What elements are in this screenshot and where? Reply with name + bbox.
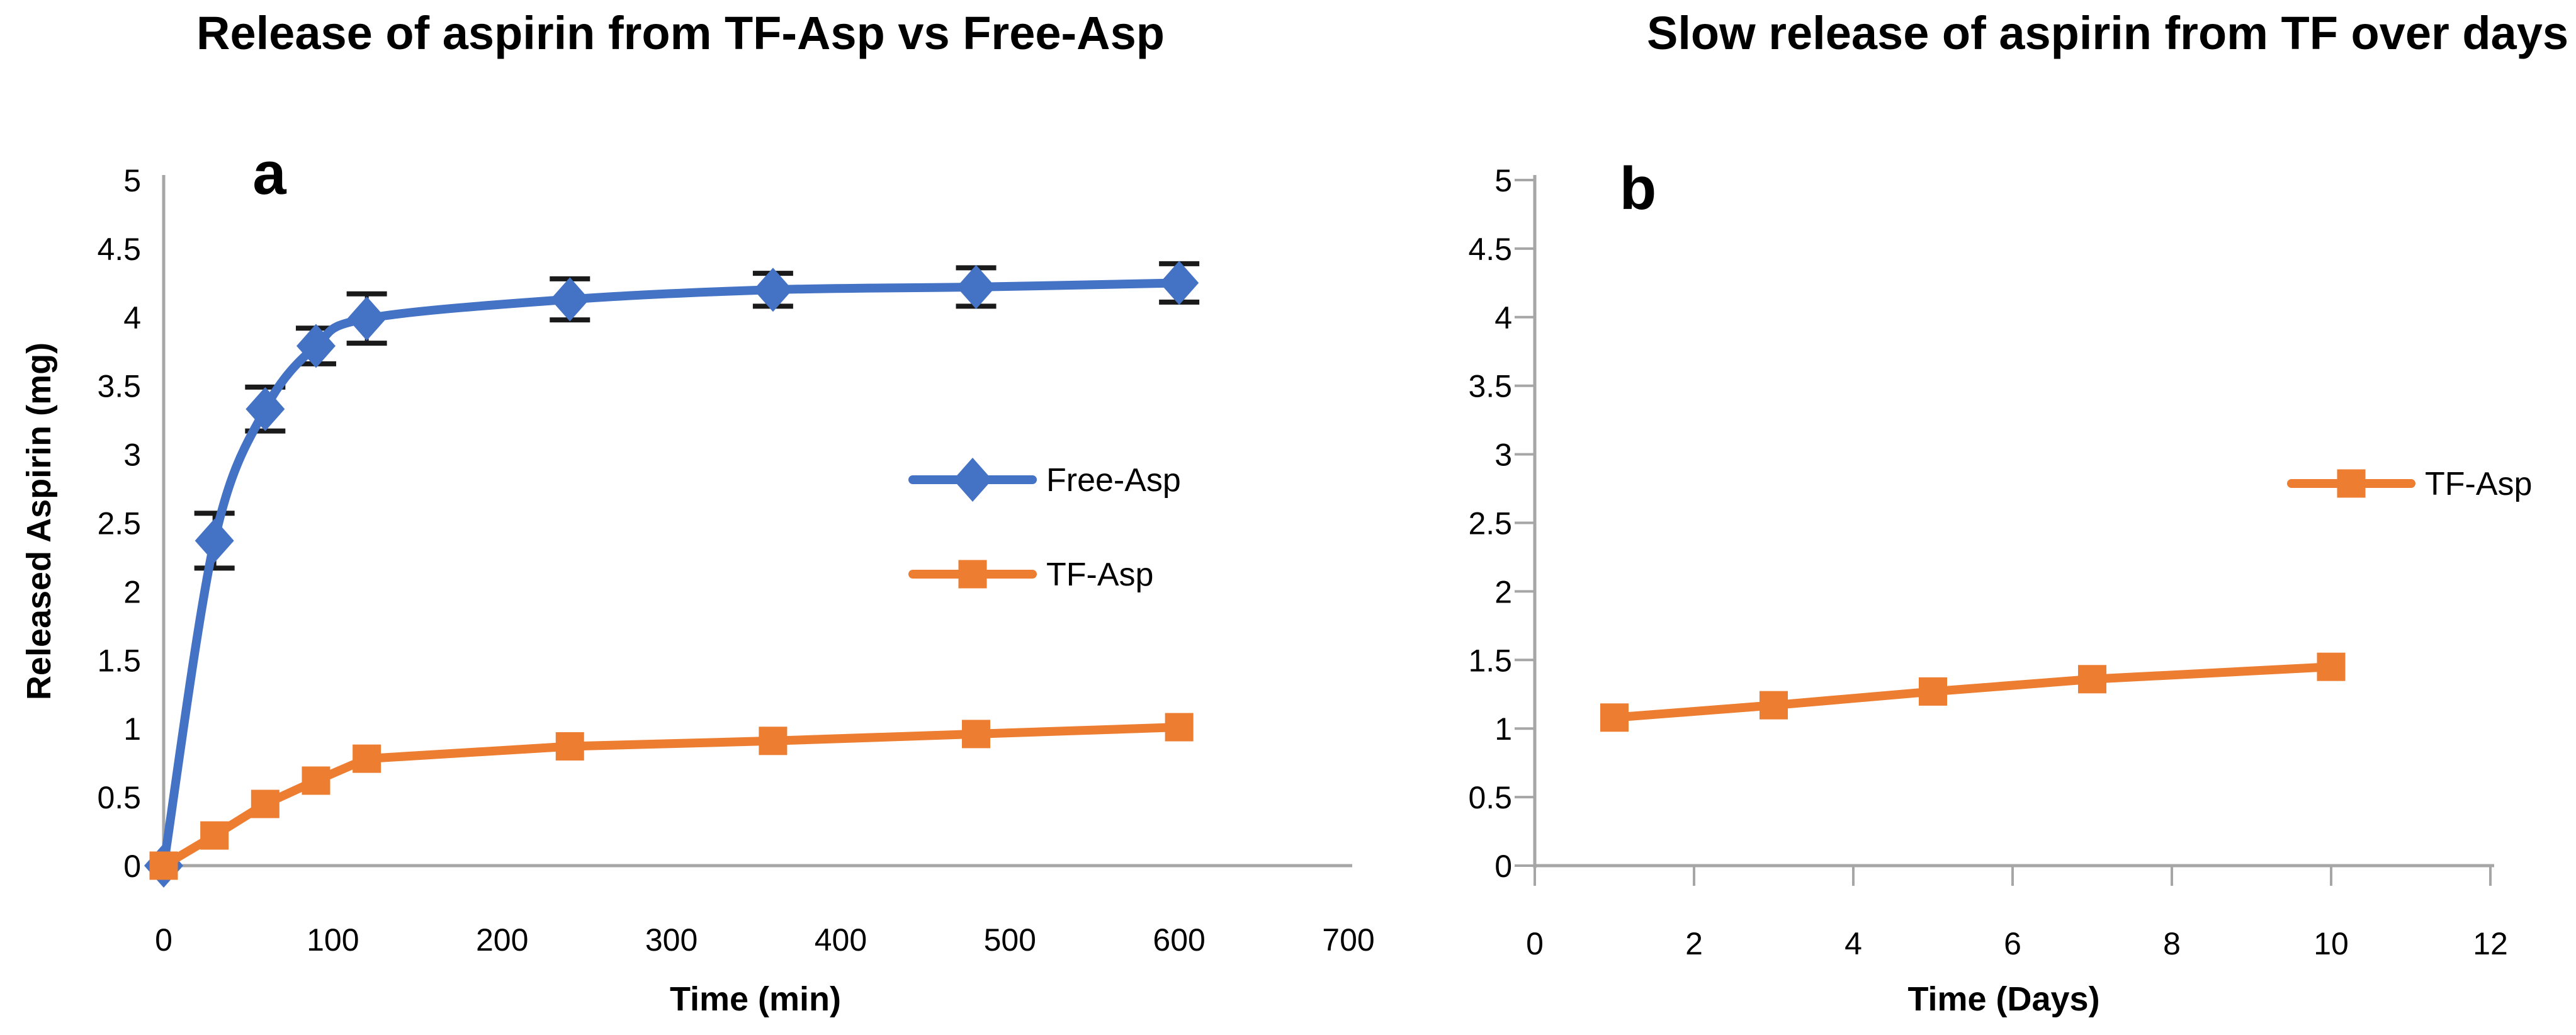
legend-entry-Free-Asp: Free-Asp	[908, 458, 1181, 502]
data-point-marker-square	[353, 744, 381, 773]
x-tick-label: 200	[476, 922, 528, 958]
data-point-marker-square	[1760, 691, 1788, 720]
x-tick-label: 6	[2004, 926, 2021, 961]
data-point-marker-diamond	[296, 324, 336, 368]
x-tick-label: 700	[1322, 922, 1374, 958]
axes: 0 0.5 1 1.5 2 2.5 3 3.5 4 4.5 5 0 2 4 6 8 10 12	[1468, 163, 2507, 961]
data-point-marker-square	[759, 727, 788, 755]
x-tick-label: 8	[2163, 926, 2181, 961]
y-tick-label: 1.5	[1468, 643, 1512, 678]
x-tick-label: 100	[307, 922, 359, 958]
legend-label: Free-Asp	[1046, 462, 1181, 499]
series-TF-Asp	[1600, 652, 2346, 732]
panel-label-b: b	[1619, 155, 1657, 222]
x-tick-label: 4	[1844, 926, 1862, 961]
series-line	[159, 723, 1184, 870]
y-tick-label: 2.5	[97, 506, 141, 541]
y-tick-label: 3	[1494, 438, 1512, 473]
legend: Free-Asp TF-Asp	[908, 458, 1181, 593]
x-tick-label: 10	[2313, 926, 2349, 961]
y-tick-label: 4	[123, 300, 141, 336]
y-tick-label: 0	[1494, 849, 1512, 884]
x-tick-label: 0	[155, 922, 172, 958]
data-point-marker-square	[2317, 652, 2346, 681]
y-tick-label: 1	[123, 711, 141, 747]
axes: 0 0.5 1 1.5 2 2.5 3 3.5 4 4.5 5 0 100 200 300 400 500 600…	[97, 163, 1374, 958]
data-point-marker-square	[2337, 469, 2366, 498]
chart-a-x-axis-title: Time (min)	[669, 980, 842, 1018]
data-point-marker-diamond	[1160, 261, 1199, 305]
series-TF-Asp	[149, 713, 1194, 880]
x-tick-label: 0	[1526, 926, 1544, 961]
data-point-marker-square	[200, 821, 229, 850]
x-tick-label: 12	[2473, 926, 2508, 961]
y-tick-label: 4	[1494, 300, 1512, 336]
data-point-marker-diamond	[246, 387, 285, 431]
y-tick-label: 2	[123, 574, 141, 609]
data-point-marker-diamond	[347, 296, 387, 341]
y-tick-label: 4.5	[1468, 232, 1512, 267]
data-point-marker-square	[1165, 713, 1194, 742]
data-point-marker-square	[2078, 665, 2106, 694]
data-point-marker-diamond	[753, 268, 793, 312]
y-tick-label: 2	[1494, 574, 1512, 609]
chart-b-title: Slow release of aspirin from TF over day…	[1646, 7, 2569, 59]
data-point-marker-square	[149, 851, 178, 880]
data-point-marker-square	[1600, 703, 1629, 732]
legend-label: TF-Asp	[1046, 557, 1153, 593]
y-tick-label: 0.5	[1468, 780, 1512, 815]
chart-a-canvas: 0 0.5 1 1.5 2 2.5 3 3.5 4 4.5 5 0 100 200 300 400 500 600…	[97, 163, 1374, 958]
y-tick-label: 0.5	[97, 780, 141, 815]
legend-label: TF-Asp	[2425, 466, 2532, 502]
y-tick-label: 5	[123, 163, 141, 198]
panel-label-a: a	[252, 140, 286, 207]
data-point-marker-square	[958, 560, 987, 589]
y-tick-label: 0	[123, 849, 141, 884]
x-tick-label: 600	[1153, 922, 1205, 958]
data-point-marker-square	[302, 766, 330, 795]
chart-a-title: Release of aspirin from TF-Asp vs Free-A…	[196, 7, 1165, 59]
data-point-marker-diamond	[956, 264, 996, 309]
legend-entry-TF-Asp: TF-Asp	[908, 557, 1153, 593]
y-tick-label: 1.5	[97, 643, 141, 678]
y-tick-label: 3.5	[97, 369, 141, 404]
y-tick-label: 5	[1494, 163, 1512, 198]
legend: TF-Asp	[2287, 466, 2532, 502]
series-line	[1610, 662, 2336, 722]
data-point-marker-diamond	[550, 277, 590, 322]
y-tick-label: 3.5	[1468, 369, 1512, 404]
data-point-marker-square	[962, 720, 991, 749]
y-tick-label: 1	[1494, 711, 1512, 747]
data-point-marker-square	[555, 732, 584, 761]
data-point-marker-diamond	[195, 518, 234, 563]
x-tick-label: 300	[645, 922, 698, 958]
x-tick-label: 500	[984, 922, 1036, 958]
legend-entry-TF-Asp: TF-Asp	[2287, 466, 2532, 502]
data-point-marker-square	[1919, 677, 1947, 706]
x-tick-label: 2	[1685, 926, 1703, 961]
data-point-marker-diamond	[953, 458, 992, 502]
y-tick-label: 3	[123, 438, 141, 473]
data-point-marker-square	[251, 789, 280, 818]
y-tick-label: 2.5	[1468, 506, 1512, 541]
y-tick-label: 4.5	[97, 232, 141, 267]
chart-b-x-axis-title: Time (Days)	[1907, 980, 2100, 1018]
x-tick-label: 400	[815, 922, 867, 958]
chart-b-canvas: 0 0.5 1 1.5 2 2.5 3 3.5 4 4.5 5 0 2 4 6 8 10 12 TF-Asp	[1468, 163, 2532, 961]
